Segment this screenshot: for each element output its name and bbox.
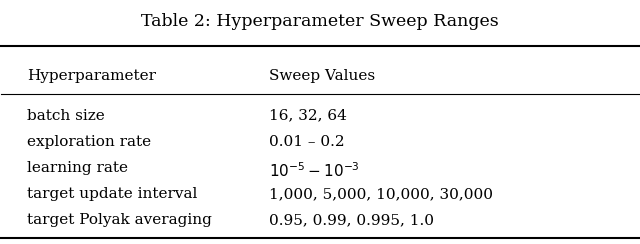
- Text: learning rate: learning rate: [27, 161, 128, 175]
- Text: 16, 32, 64: 16, 32, 64: [269, 109, 347, 123]
- Text: $10^{-5} - 10^{-3}$: $10^{-5} - 10^{-3}$: [269, 161, 360, 180]
- Text: target Polyak averaging: target Polyak averaging: [27, 213, 212, 227]
- Text: Sweep Values: Sweep Values: [269, 69, 375, 83]
- Text: 1,000, 5,000, 10,000, 30,000: 1,000, 5,000, 10,000, 30,000: [269, 187, 493, 201]
- Text: 0.01 – 0.2: 0.01 – 0.2: [269, 135, 345, 149]
- Text: target update interval: target update interval: [27, 187, 197, 201]
- Text: Hyperparameter: Hyperparameter: [27, 69, 156, 83]
- Text: batch size: batch size: [27, 109, 104, 123]
- Text: 0.95, 0.99, 0.995, 1.0: 0.95, 0.99, 0.995, 1.0: [269, 213, 434, 227]
- Text: exploration rate: exploration rate: [27, 135, 151, 149]
- Text: Table 2: Hyperparameter Sweep Ranges: Table 2: Hyperparameter Sweep Ranges: [141, 13, 499, 30]
